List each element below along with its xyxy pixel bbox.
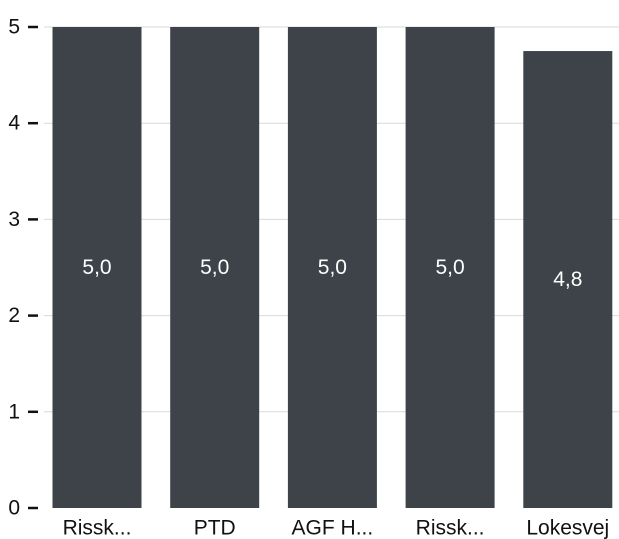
y-tick-label: 4 <box>8 112 20 135</box>
bar <box>523 51 613 509</box>
y-tick-label: 2 <box>8 304 20 327</box>
y-tick-label: 0 <box>8 497 20 520</box>
bar-value-label: 5,0 <box>435 256 464 279</box>
y-tick-label: 5 <box>8 16 20 39</box>
bar-value-label: 5,0 <box>200 256 229 279</box>
bar <box>405 27 495 508</box>
bars: 5,0 5,0 5,0 5,0 4,8 <box>52 27 613 509</box>
x-tick-label: Rissk... <box>63 517 132 539</box>
x-axis: Rissk... PTD AGF H... Rissk... Lokesvej <box>63 517 610 539</box>
x-tick-label: PTD <box>194 517 236 539</box>
x-tick-label: Lokesvej <box>526 517 609 539</box>
bar <box>287 27 377 508</box>
x-tick-label: Rissk... <box>416 517 485 539</box>
y-axis: 0 1 2 3 4 5 <box>8 16 38 520</box>
bar <box>170 27 260 508</box>
y-tick-label: 3 <box>8 208 20 231</box>
x-tick-label: AGF H... <box>292 517 374 539</box>
bar <box>52 27 142 508</box>
bar-value-label: 5,0 <box>318 256 347 279</box>
bar-value-label: 4,8 <box>553 268 582 291</box>
y-tick-label: 1 <box>8 400 20 423</box>
bar-value-label: 5,0 <box>82 256 111 279</box>
